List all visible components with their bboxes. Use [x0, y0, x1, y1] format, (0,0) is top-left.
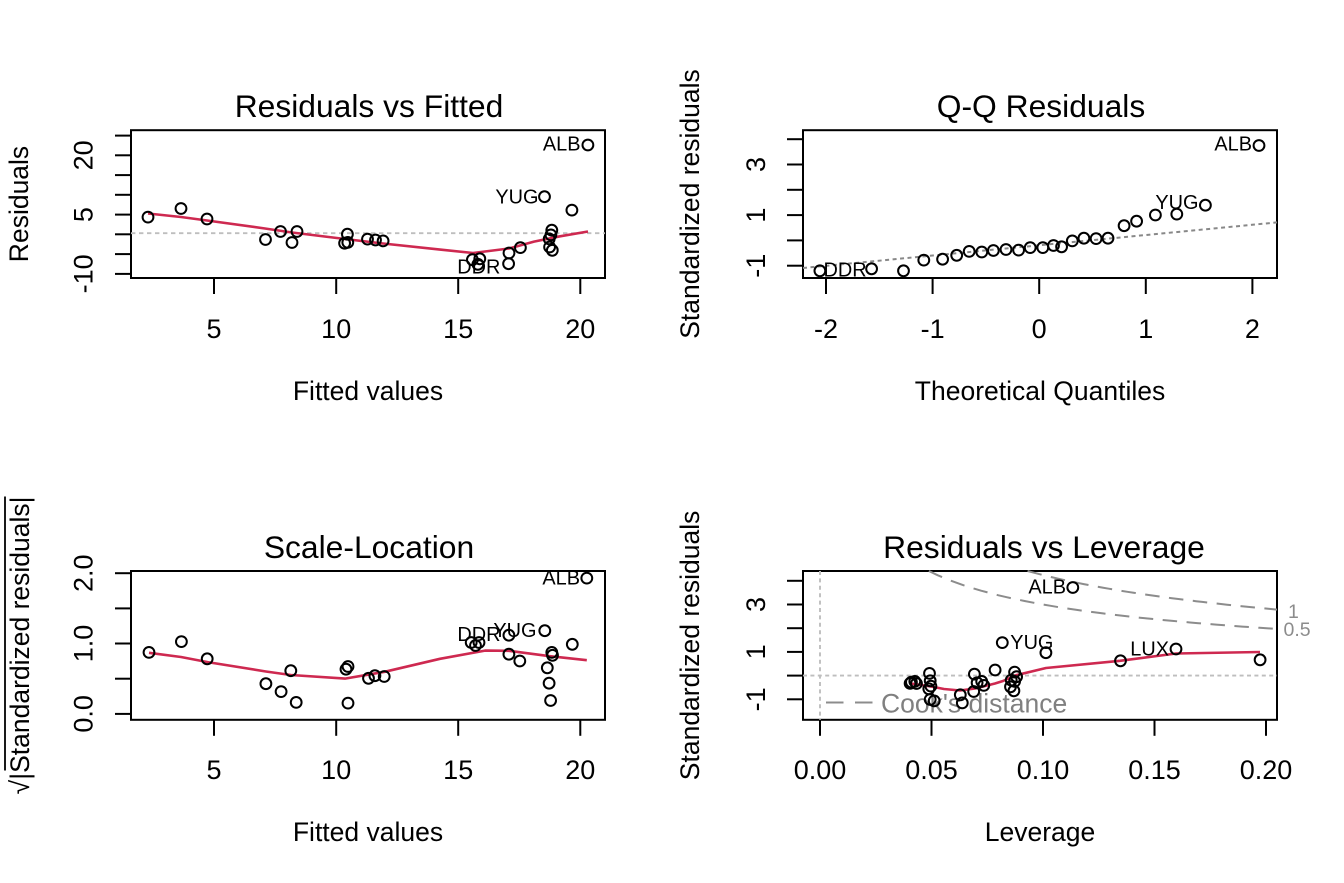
svg-text:5: 5	[206, 755, 221, 785]
svg-text:1: 1	[741, 644, 771, 659]
svg-text:Leverage: Leverage	[985, 817, 1096, 847]
svg-text:15: 15	[443, 755, 473, 785]
svg-text:1: 1	[741, 208, 771, 223]
svg-text:Fitted values: Fitted values	[293, 817, 443, 847]
svg-text:5: 5	[69, 207, 99, 222]
svg-text:2: 2	[1245, 314, 1260, 344]
svg-text:YUG: YUG	[1010, 632, 1053, 654]
svg-text:-10: -10	[69, 254, 99, 293]
svg-text:0.10: 0.10	[1017, 755, 1070, 785]
svg-text:Scale-Location: Scale-Location	[264, 529, 474, 565]
svg-text:15: 15	[443, 314, 473, 344]
svg-text:DDR: DDR	[824, 260, 867, 282]
svg-text:0.5: 0.5	[1284, 619, 1311, 641]
svg-text:Residuals: Residuals	[4, 146, 34, 262]
svg-text:ALB: ALB	[542, 567, 580, 589]
svg-text:YUG: YUG	[493, 620, 536, 642]
svg-text:-1: -1	[921, 314, 945, 344]
svg-text:-1: -1	[741, 254, 771, 278]
svg-text:√|Standardized residuals|: √|Standardized residuals|	[5, 496, 35, 794]
svg-text:Standardized residuals: Standardized residuals	[675, 511, 705, 781]
svg-text:2.0: 2.0	[69, 554, 99, 592]
svg-text:3: 3	[741, 157, 771, 172]
svg-text:20: 20	[565, 755, 595, 785]
svg-text:1.0: 1.0	[69, 625, 99, 663]
svg-text:20: 20	[565, 314, 595, 344]
svg-text:-1: -1	[741, 687, 771, 711]
svg-text:10: 10	[321, 314, 351, 344]
svg-text:Standardized residuals: Standardized residuals	[675, 69, 705, 339]
svg-text:0.05: 0.05	[905, 755, 958, 785]
svg-text:10: 10	[321, 755, 351, 785]
svg-text:Theoretical Quantiles: Theoretical Quantiles	[915, 376, 1165, 406]
svg-text:ALB: ALB	[1214, 134, 1252, 156]
svg-text:YUG: YUG	[495, 187, 538, 209]
svg-text:ALB: ALB	[543, 134, 581, 156]
svg-text:DDR: DDR	[457, 624, 500, 646]
svg-text:1: 1	[1138, 314, 1153, 344]
svg-text:Cook's distance: Cook's distance	[881, 689, 1067, 719]
svg-text:0.0: 0.0	[69, 695, 99, 733]
svg-text:1: 1	[1288, 601, 1299, 623]
svg-text:-2: -2	[814, 314, 838, 344]
svg-text:Residuals vs Fitted: Residuals vs Fitted	[235, 88, 504, 124]
svg-text:0.20: 0.20	[1240, 755, 1293, 785]
svg-text:LUX: LUX	[1130, 638, 1169, 660]
svg-text:ALB: ALB	[1028, 577, 1066, 599]
svg-text:5: 5	[206, 314, 221, 344]
svg-text:Q-Q Residuals: Q-Q Residuals	[937, 88, 1146, 124]
svg-text:Residuals vs Leverage: Residuals vs Leverage	[883, 529, 1205, 565]
svg-text:YUG: YUG	[1155, 192, 1198, 214]
svg-text:DDR: DDR	[457, 257, 500, 279]
svg-text:0: 0	[1032, 314, 1047, 344]
svg-text:0.00: 0.00	[794, 755, 847, 785]
svg-text:0.15: 0.15	[1128, 755, 1181, 785]
svg-text:Fitted values: Fitted values	[293, 376, 443, 406]
svg-text:3: 3	[741, 597, 771, 612]
svg-text:20: 20	[69, 140, 99, 170]
